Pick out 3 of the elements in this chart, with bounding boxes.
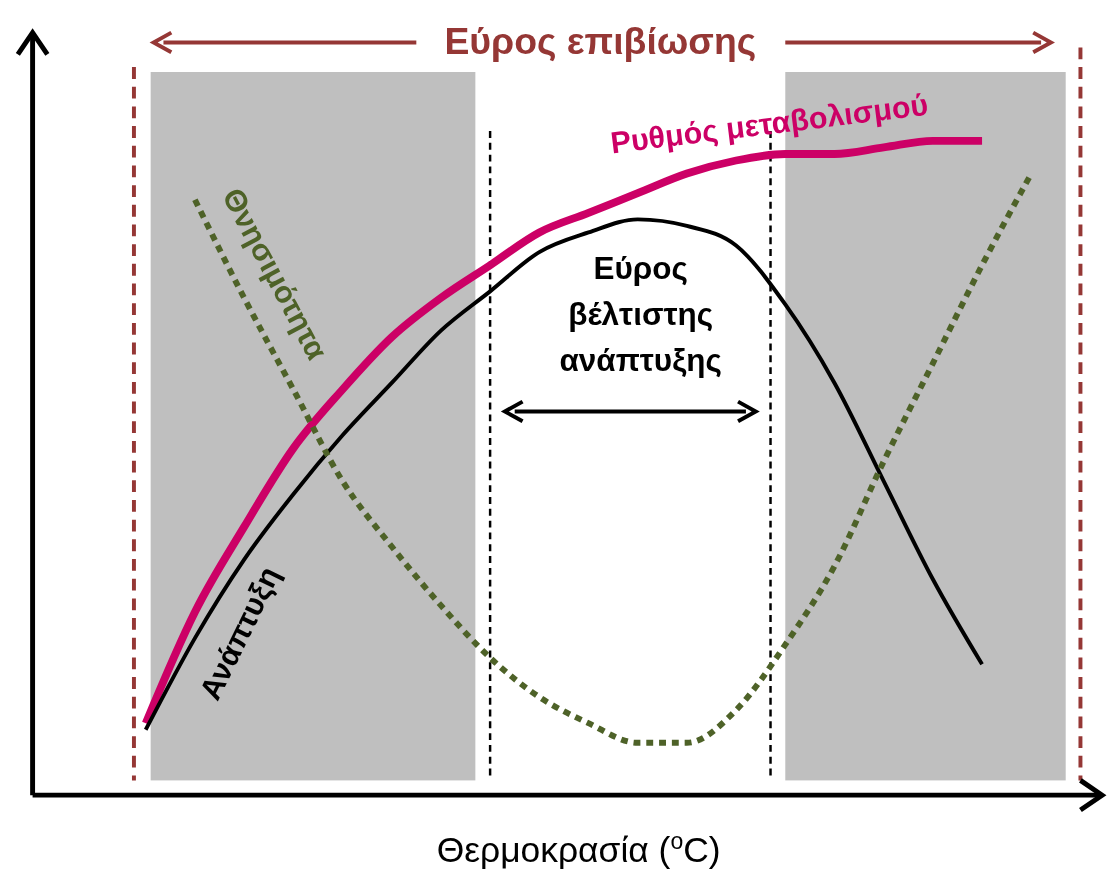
text: Εύρος επιβίωσης [444,20,757,63]
annotation: Εύρος βέλτιστης ανάπτυξης [559,250,722,379]
x-axis-title: Θερμοκρασία ($^{o}$C) [436,828,721,871]
